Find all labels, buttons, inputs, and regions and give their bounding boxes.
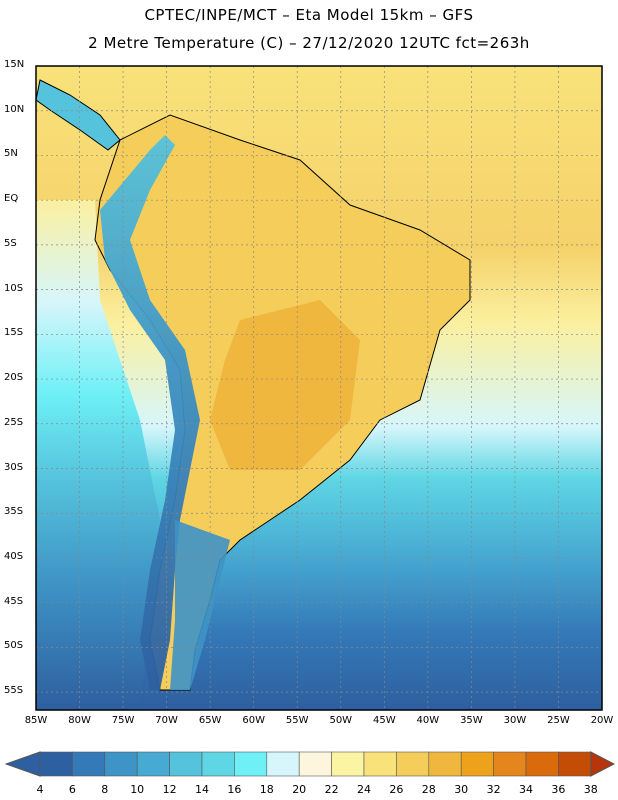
map-frame [35, 65, 603, 711]
lat-tick-label: 10S [4, 282, 24, 294]
colorbar-swatch [39, 751, 73, 777]
lat-tick-label: EQ [4, 193, 19, 205]
colorbar-tick-label: 36 [551, 783, 566, 796]
lon-tick-label: 65W [198, 715, 222, 726]
lat-tick-label: 55S [4, 685, 24, 697]
chart-subtitle: 2 Metre Temperature (C) – 27/12/2020 12U… [88, 34, 530, 52]
colorbar-swatch [136, 751, 170, 777]
pacific-field [36, 200, 160, 710]
lat-tick-label: 20S [4, 372, 24, 384]
colorbar-low-arrow [4, 751, 41, 777]
chart-title: CPTEC/INPE/MCT – Eta Model 15km – GFS [144, 6, 474, 24]
lon-tick-label: 25W [547, 715, 570, 726]
colorbar-tick-label: 4 [36, 783, 44, 796]
central-america [36, 79, 121, 151]
lon-tick-label: 75W [111, 715, 135, 726]
colorbar-swatch [396, 751, 430, 777]
colorbar-swatch [331, 751, 365, 777]
colorbar-swatch [525, 751, 559, 777]
colorbar-tick-label: 26 [389, 783, 404, 796]
lon-tick-label: 80W [68, 715, 91, 726]
patagonia-region [170, 520, 230, 690]
colorbar-swatch [234, 751, 268, 777]
lat-tick-label: 35S [4, 506, 24, 518]
lon-tick-label: 60W [242, 715, 265, 726]
lat-tick-label: 15S [4, 327, 24, 339]
lon-tick-label: 50W [329, 715, 353, 726]
map-field [36, 66, 602, 710]
lat-tick-label: 5S [4, 237, 17, 249]
colorbar-tick-label: 24 [357, 783, 371, 796]
colorbar-swatch [201, 751, 235, 777]
colorbar-tick-label: 12 [162, 783, 177, 796]
colorbar-high-arrow [590, 751, 616, 777]
lat-tick-label: 15N [4, 59, 25, 70]
lat-tick-label: 45S [4, 595, 24, 607]
lat-tick-label: 10N [4, 103, 25, 115]
colorbar-swatch [298, 751, 332, 777]
hot-interior-region [210, 300, 360, 470]
colorbar-tick-label: 16 [227, 783, 242, 796]
colorbar-tick-label: 38 [583, 783, 598, 796]
colorbar-tick-label: 10 [130, 783, 145, 796]
lon-tick-label: 70W [155, 715, 178, 726]
colorbar-tick-label: 22 [324, 783, 339, 796]
colorbar-swatch [428, 751, 462, 777]
colorbar-tick-label: 18 [259, 783, 274, 796]
lon-tick-label: 85W [24, 715, 48, 726]
colorbar-swatch [266, 751, 300, 777]
colorbar-swatch [363, 751, 397, 777]
colorbar-tick-label: 28 [421, 783, 436, 796]
lat-tick-label: 25S [4, 416, 24, 428]
lon-tick-label: 55W [285, 715, 309, 726]
colorbar-tick-label: 14 [195, 783, 209, 796]
colorbar-tick-label: 6 [68, 783, 76, 796]
colorbar-swatch [72, 751, 106, 777]
colorbar-tick-label: 8 [101, 783, 109, 796]
colorbar-swatch [493, 751, 527, 777]
lon-tick-label: 35W [460, 715, 483, 726]
lon-tick-label: 30W [503, 715, 527, 726]
lat-tick-label: 40S [4, 550, 24, 562]
colorbar-tick-label: 30 [454, 783, 469, 796]
colorbar-swatch [558, 751, 592, 777]
colorbar-tick-label: 32 [486, 783, 501, 796]
colorbar-swatch [460, 751, 494, 777]
colorbar [4, 751, 616, 777]
lon-tick-label: 45W [372, 715, 396, 726]
colorbar-swatch [169, 751, 203, 777]
lat-tick-label: 30S [4, 461, 24, 473]
colorbar-tick-label: 34 [519, 783, 533, 796]
graticule [36, 66, 602, 710]
colorbar-swatch [104, 751, 138, 777]
lon-tick-label: 40W [416, 715, 440, 726]
lon-tick-label: 20W [590, 715, 614, 726]
lat-tick-label: 50S [4, 640, 24, 652]
lat-tick-label: 5N [4, 148, 18, 160]
colorbar-tick-label: 20 [292, 783, 307, 796]
